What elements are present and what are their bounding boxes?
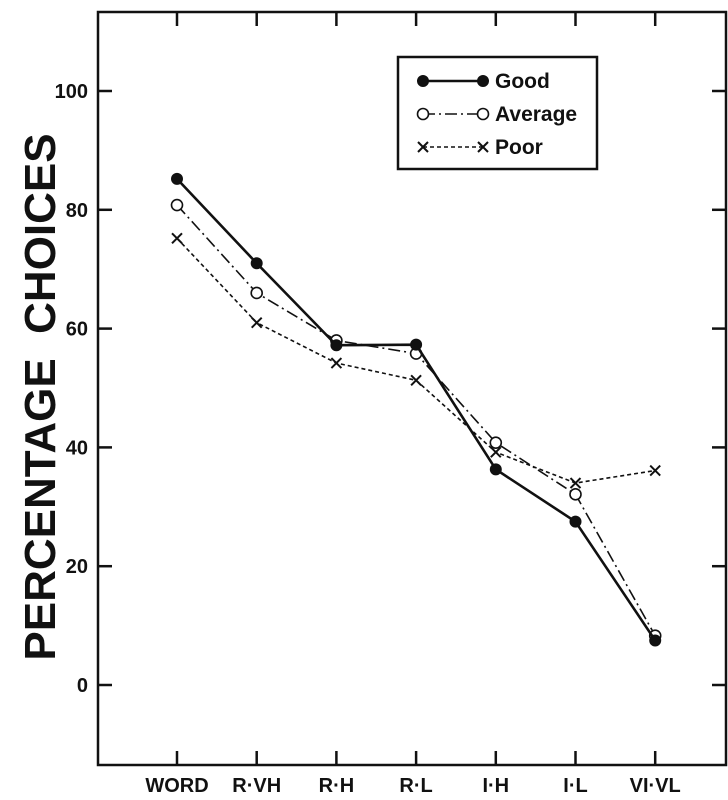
- legend-marker-average: [476, 107, 490, 121]
- point-poor: [171, 232, 183, 245]
- series-line-average: [176, 204, 656, 637]
- plot-frame: [96, 10, 728, 767]
- legend-label-good: Good: [495, 70, 550, 93]
- point-good: [250, 257, 263, 270]
- point-good: [569, 515, 582, 528]
- y-tick-label: 0: [77, 675, 88, 697]
- legend-marker-average: [416, 107, 430, 121]
- y-tick-label: 80: [66, 200, 88, 222]
- legend-marker-poor: [417, 141, 429, 153]
- y-tick-label: 100: [55, 81, 88, 103]
- axis-ticks: [98, 12, 726, 765]
- point-good: [649, 634, 662, 647]
- series-good: [171, 172, 662, 647]
- x-tick-label: R·VH: [232, 775, 281, 797]
- series-average: [170, 198, 662, 642]
- x-tick-label: R·H: [319, 775, 355, 797]
- x-tick-label: I·L: [563, 775, 587, 797]
- x-tick-label: R·L: [399, 775, 432, 797]
- legend: Good Average Poor: [396, 55, 599, 171]
- x-tick-labels: WORD R·VH R·H R·L I·H I·L VI·VL: [145, 775, 680, 797]
- point-average: [250, 286, 264, 300]
- x-marker-stroke: [330, 357, 343, 369]
- x-tick-label: WORD: [145, 775, 208, 797]
- point-average: [170, 198, 184, 212]
- point-good: [410, 338, 423, 351]
- x-marker-stroke: [477, 141, 489, 153]
- point-good: [171, 172, 183, 185]
- series-poor: [171, 232, 661, 489]
- point-poor: [569, 477, 582, 489]
- point-poor: [250, 316, 263, 329]
- point-poor: [330, 357, 343, 369]
- legend-entry-good: Good: [417, 70, 550, 93]
- point-poor: [649, 464, 661, 477]
- legend-marker-good: [477, 75, 489, 87]
- point-good: [489, 463, 502, 476]
- x-marker-stroke: [417, 141, 429, 153]
- legend-label-average: Average: [495, 103, 577, 126]
- x-marker-stroke: [410, 374, 422, 386]
- x-tick-label: VI·VL: [630, 775, 681, 797]
- legend-marker-good: [417, 75, 429, 87]
- point-poor: [410, 374, 422, 386]
- y-tick-label: 20: [66, 556, 88, 578]
- x-marker-stroke: [649, 464, 661, 477]
- legend-entry-poor: Poor: [417, 136, 543, 159]
- y-tick-label: 60: [66, 319, 88, 341]
- y-tick-labels: 0 20 40 60 80 100: [55, 81, 88, 697]
- point-average: [569, 488, 582, 501]
- series-line-good: [176, 178, 657, 642]
- x-marker-stroke: [250, 316, 263, 329]
- x-marker-stroke: [490, 446, 502, 458]
- x-marker-stroke: [171, 232, 183, 245]
- legend-marker-poor: [477, 141, 489, 153]
- legend-label-poor: Poor: [495, 136, 543, 159]
- x-marker-stroke: [569, 477, 582, 489]
- y-tick-label: 40: [66, 437, 88, 459]
- point-good: [330, 339, 343, 352]
- y-axis-label: PERCENTAGE CHOICES: [16, 133, 65, 660]
- series-line-poor: [176, 237, 656, 484]
- x-tick-label: I·H: [482, 775, 509, 797]
- legend-entry-average: Average: [416, 103, 577, 126]
- point-poor: [490, 446, 502, 458]
- legend-box: [396, 55, 599, 171]
- point-average: [489, 436, 503, 449]
- series-layer: [170, 172, 662, 647]
